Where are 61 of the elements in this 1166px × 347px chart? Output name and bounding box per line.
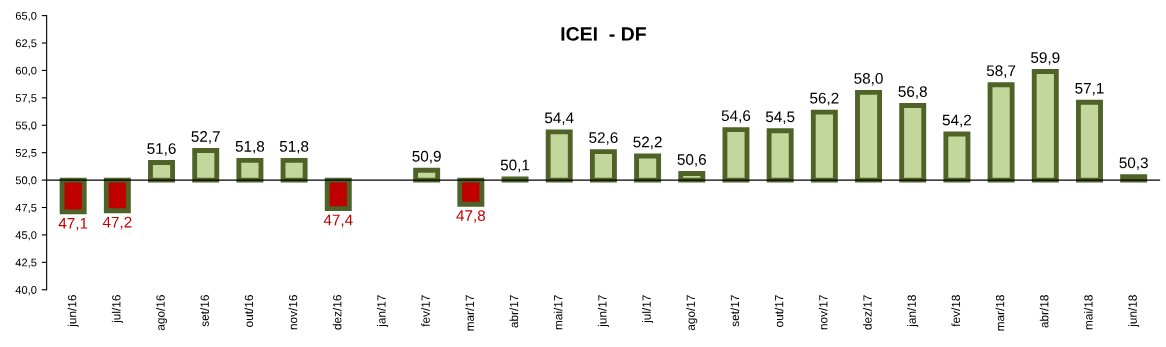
data-label: 58,0 [854,72,883,86]
x-tick-label: mai/17 [553,295,563,330]
x-tick-label: dez/16 [332,295,342,330]
x-tick-label: jun/18 [1128,295,1140,328]
data-label: 54,2 [942,114,972,128]
y-tick-label: 40,0 [15,286,37,296]
x-tick-label: abr/18 [1039,295,1049,328]
data-label: 50,1 [500,159,530,173]
data-label: 59,9 [1031,52,1060,65]
y-tick-label: 47,5 [15,203,37,213]
data-label: 50,6 [677,154,706,167]
data-label: 47,2 [102,216,132,230]
x-tick-label: out/17 [774,295,784,327]
y-tick-label: 62,5 [15,39,37,49]
x-tick-label: fev/18 [951,295,961,327]
x-tick-label: mar/18 [995,295,1005,331]
data-label: 56,8 [898,86,927,99]
data-label: 54,4 [544,112,574,126]
x-tick-label: set/17 [730,295,740,327]
chart-title: ICEI - DF [561,27,646,41]
x-tick-label: fev/17 [421,295,430,327]
data-label: 56,2 [810,92,839,106]
data-label: 51,6 [147,143,176,156]
y-tick-label: 42,5 [15,258,37,268]
data-label: 57,1 [1075,83,1104,96]
data-label: 47,4 [323,214,353,228]
x-tick-label: set/16 [200,295,209,327]
x-tick-label: dez/17 [863,295,872,330]
data-label: 54,5 [765,111,795,124]
x-tick-label: nov/17 [818,295,828,330]
y-tick-label: 60,0 [15,66,37,76]
data-label: 50,9 [412,150,441,164]
x-tick-label: ago/17 [686,295,698,331]
x-tick-label: jul/16 [111,295,123,324]
x-tick-label: ago/16 [156,295,168,331]
y-tick-label: 55,0 [15,121,37,131]
data-label: 47,8 [456,210,486,223]
data-label: 52,7 [191,131,220,144]
data-label: 51,8 [279,140,309,154]
x-tick-label: jun/16 [67,295,79,328]
data-label: 50,3 [1119,157,1148,171]
y-tick-label: 57,5 [15,94,37,104]
x-tick-label: jun/17 [597,295,609,328]
data-label: 52,2 [633,136,662,150]
y-tick-label: 50,0 [15,176,37,186]
data-label: 52,6 [589,132,618,145]
x-tick-label: jan/18 [907,295,919,328]
data-label: 58,7 [986,65,1016,78]
y-tick-label: 65,0 [15,11,37,22]
x-tick-label: mai/18 [1083,295,1093,330]
y-tick-label: 52,5 [15,148,37,159]
x-tick-label: nov/16 [288,295,298,330]
data-label: 47,1 [58,218,88,231]
data-label: 54,6 [721,110,751,123]
x-tick-label: jul/17 [642,295,654,324]
data-label: 51,8 [235,140,265,154]
x-tick-label: jan/17 [376,295,388,328]
y-tick-label: 45,0 [15,231,37,241]
x-tick-label: out/16 [244,295,254,327]
x-tick-label: mar/17 [465,295,475,331]
x-tick-label: abr/17 [509,295,519,328]
